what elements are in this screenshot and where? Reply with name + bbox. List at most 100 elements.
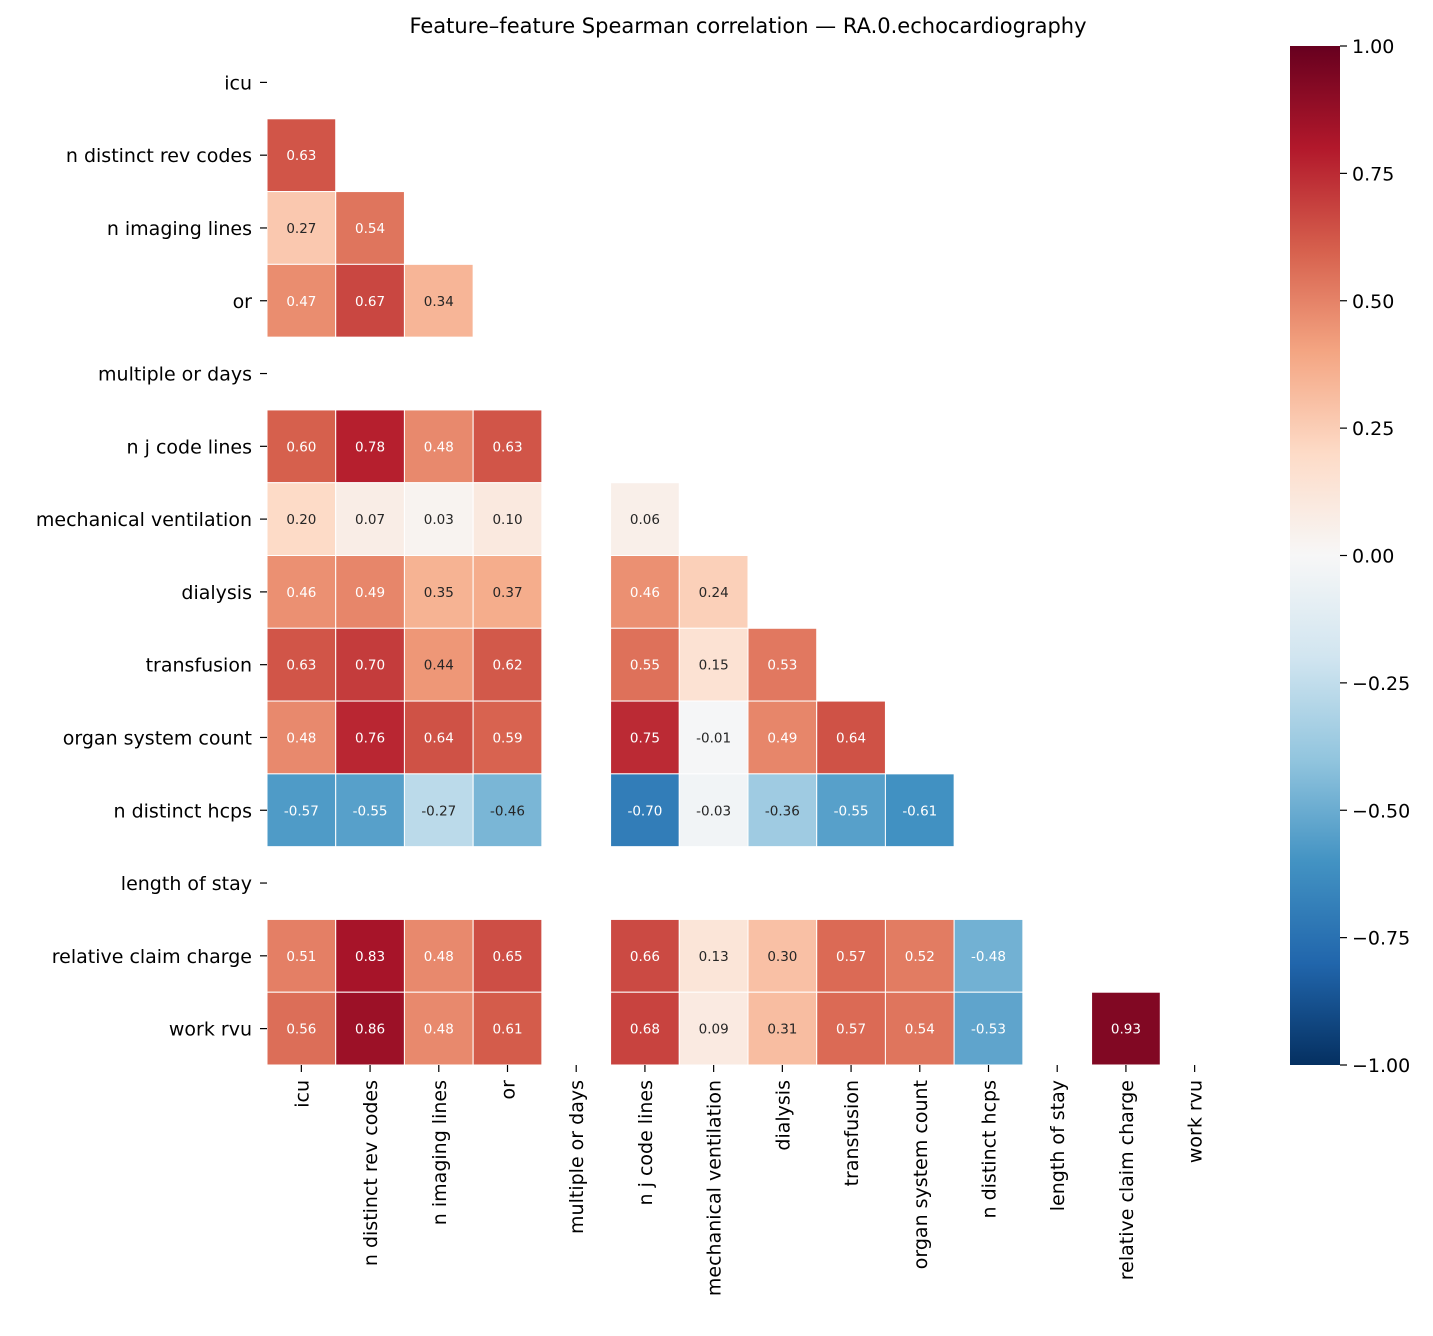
cell-value-label: 0.46 xyxy=(630,585,660,601)
cell-value-label: 0.03 xyxy=(424,512,454,528)
heatmap-cell xyxy=(678,773,749,848)
x-tick-label: n distinct rev codes xyxy=(360,1080,382,1266)
cell-value-label: -0.70 xyxy=(627,803,662,819)
cell-value-label: 0.20 xyxy=(286,512,316,528)
cell-value-label: 0.10 xyxy=(492,512,522,528)
cell-value-label: 0.31 xyxy=(767,1022,797,1038)
y-tick-label: or xyxy=(233,291,253,313)
heatmap-cell xyxy=(1091,991,1161,1066)
heatmap-cell xyxy=(403,263,474,338)
cell-value-label: 0.63 xyxy=(492,439,522,455)
heatmap-cell xyxy=(335,263,405,338)
colorbar xyxy=(1290,46,1340,1065)
x-tick-label: length of stay xyxy=(1047,1080,1069,1211)
cell-value-label: -0.61 xyxy=(902,803,937,819)
cell-value-label: -0.55 xyxy=(834,803,869,819)
heatmap-cell xyxy=(335,627,405,702)
heatmap-cell xyxy=(816,918,886,993)
heatmap-cell xyxy=(472,773,543,848)
heatmap-cell xyxy=(335,773,405,848)
cell-value-label: 0.67 xyxy=(355,294,385,310)
cell-value-label: 0.63 xyxy=(286,658,316,674)
cell-value-label: -0.01 xyxy=(696,730,731,746)
y-tick-label: dialysis xyxy=(181,582,252,604)
y-tick-label: transfusion xyxy=(146,655,252,677)
cell-value-label: 0.61 xyxy=(492,1022,522,1038)
colorbar-tick-label: 0.75 xyxy=(1352,163,1394,185)
x-tick-label: transfusion xyxy=(841,1080,863,1186)
colorbar-tick-label: −0.25 xyxy=(1352,673,1410,695)
heatmap-cell xyxy=(335,918,405,993)
cell-value-label: -0.36 xyxy=(765,803,800,819)
chart-title: Feature–feature Spearman correlation — R… xyxy=(409,14,1086,38)
x-tick-label: organ system count xyxy=(910,1080,932,1269)
colorbar-tick-label: 0.25 xyxy=(1352,418,1394,440)
heatmap-cell xyxy=(335,409,405,484)
x-tick-label: icu xyxy=(291,1080,313,1108)
cell-value-label: 0.75 xyxy=(630,730,660,746)
colorbar-ticks: 1.00 0.75 0.50 0.25 0.00 −0.25 −0.50 −0.75 −1.00 xyxy=(1340,36,1410,1077)
cell-value-label: 0.86 xyxy=(355,1022,385,1038)
cell-value-label: 0.07 xyxy=(355,512,385,528)
heatmap-cell xyxy=(472,409,543,484)
cell-value-label: 0.78 xyxy=(355,439,385,455)
cell-value-label: 0.93 xyxy=(1111,1022,1141,1038)
heatmap-cell xyxy=(403,773,474,848)
cell-value-label: 0.48 xyxy=(424,949,454,965)
y-tick-label: work rvu xyxy=(169,1019,252,1041)
heatmap-cell xyxy=(678,555,749,629)
cell-value-label: 0.83 xyxy=(355,949,385,965)
heatmap-cell xyxy=(266,773,337,848)
cell-value-label: 0.63 xyxy=(286,148,316,164)
heatmap-cell xyxy=(678,627,749,702)
cell-value-label: 0.35 xyxy=(424,585,454,601)
y-tick-label: relative claim charge xyxy=(52,946,252,968)
y-tick-label: n j code lines xyxy=(127,436,252,458)
cell-value-label: 0.49 xyxy=(767,730,797,746)
heatmap-cell xyxy=(747,700,818,775)
cell-value-label: 0.54 xyxy=(905,1022,935,1038)
heatmap-cell xyxy=(953,991,1024,1066)
cell-value-label: 0.76 xyxy=(355,730,385,746)
heatmap-cell xyxy=(403,918,474,993)
cell-value-label: 0.62 xyxy=(492,658,522,674)
cell-value-label: 0.44 xyxy=(424,658,454,674)
cell-value-label: 0.48 xyxy=(424,1022,454,1038)
cell-value-label: 0.59 xyxy=(492,730,522,746)
heatmap-cell xyxy=(266,700,337,775)
heatmap-cell xyxy=(266,991,337,1066)
x-tick-label: n imaging lines xyxy=(429,1080,451,1225)
cell-value-label: 0.30 xyxy=(767,949,797,965)
x-tick-label: n distinct hcps xyxy=(979,1080,1001,1218)
cell-value-label: 0.64 xyxy=(424,730,454,746)
cell-value-label: 0.27 xyxy=(286,221,316,237)
cell-value-label: -0.03 xyxy=(696,803,731,819)
y-axis-labels: icu n distinct rev codes n imaging lines or… xyxy=(36,72,267,1041)
x-tick-label: work rvu xyxy=(1185,1080,1207,1163)
heatmap-cell xyxy=(610,918,680,993)
cell-value-label: 0.15 xyxy=(699,658,729,674)
heatmap-cell xyxy=(678,918,749,993)
heatmap-cell xyxy=(403,555,474,629)
cell-value-label: 0.54 xyxy=(355,221,385,237)
colorbar-tick-label: −1.00 xyxy=(1352,1055,1410,1077)
cell-value-label: 0.13 xyxy=(699,949,729,965)
y-tick-label: n distinct rev codes xyxy=(66,145,252,167)
heatmap-cell xyxy=(884,918,955,993)
heatmap-cell xyxy=(472,627,543,702)
cell-value-label: 0.47 xyxy=(286,294,316,310)
cell-value-label: 0.37 xyxy=(492,585,522,601)
heatmap-cell xyxy=(884,991,955,1066)
heatmap-cell xyxy=(335,191,405,265)
heatmap-cell xyxy=(747,773,818,848)
x-tick-label: or xyxy=(498,1080,520,1100)
cell-value-label: -0.46 xyxy=(490,803,525,819)
heatmap-cell xyxy=(335,482,405,557)
cell-value-label: 0.49 xyxy=(355,585,385,601)
heatmap-cell xyxy=(816,700,886,775)
x-tick-label: dialysis xyxy=(772,1080,794,1151)
heatmap-cell xyxy=(335,555,405,629)
colorbar-tick-label: 0.00 xyxy=(1352,546,1394,568)
cell-value-label: 0.48 xyxy=(286,730,316,746)
